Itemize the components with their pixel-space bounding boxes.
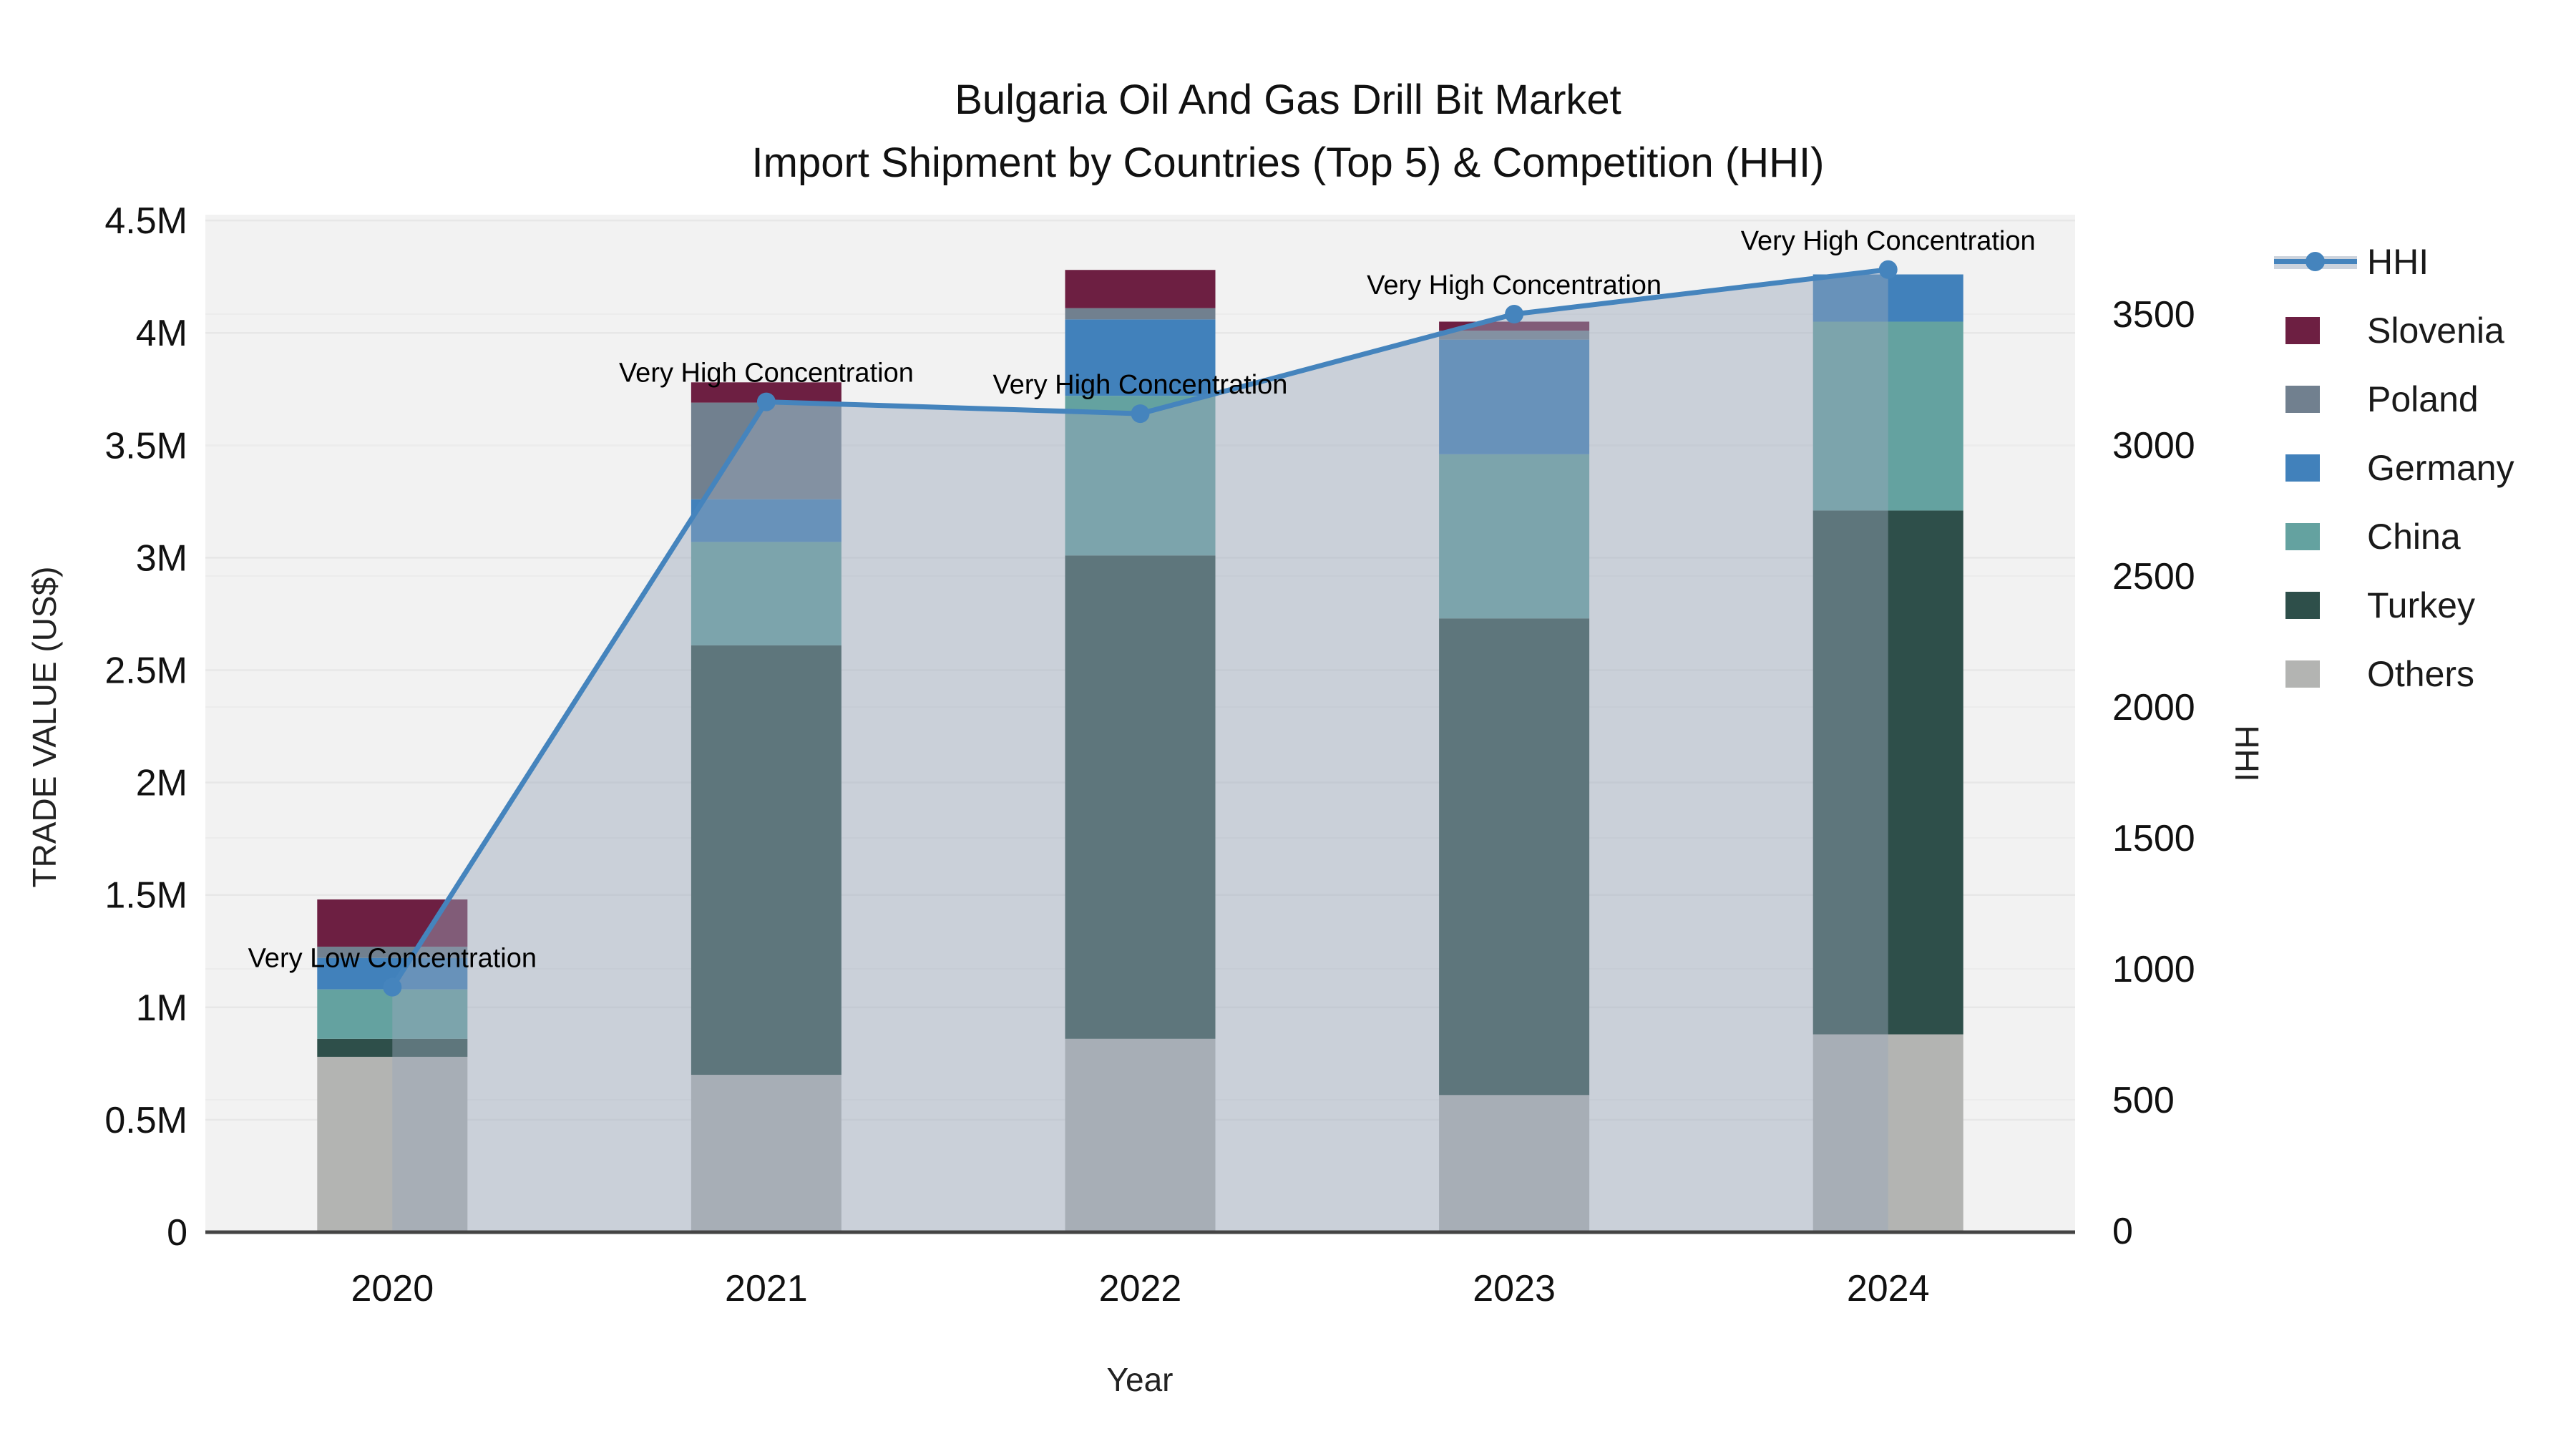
annotation-2023: Very High Concentration — [1367, 270, 1662, 301]
legend-swatch-icon — [2274, 519, 2361, 554]
annotation-2020: Very Low Concentration — [248, 944, 537, 974]
legend-label: Slovenia — [2367, 311, 2504, 351]
hhi-point-2022 — [1131, 404, 1150, 424]
y-right-tick-3000: 3000 — [2112, 425, 2195, 467]
legend-swatch-icon — [2274, 657, 2361, 691]
chart-title: Bulgaria Oil And Gas Drill Bit Market Im… — [0, 69, 2576, 195]
y-right-tick-2000: 2000 — [2112, 687, 2195, 728]
bar-segment-china-2020 — [317, 989, 468, 1039]
hhi-line-icon — [2274, 245, 2361, 279]
y-left-tick-0.5M: 0.5M — [104, 1100, 187, 1141]
x-tick-2022: 2022 — [1099, 1268, 1182, 1309]
hhi-area-fill — [392, 269, 1888, 1232]
legend-item-turkey[interactable]: Turkey — [2274, 571, 2514, 640]
y-right-tick-0: 0 — [2112, 1211, 2133, 1252]
bar-segment-turkey-2024 — [1813, 510, 1963, 1035]
legend-label: Turkey — [2367, 585, 2475, 625]
y-left-tick-1M: 1M — [136, 987, 187, 1029]
y-left-tick-4.5M: 4.5M — [104, 200, 187, 242]
bar-segment-others-2022 — [1065, 1038, 1216, 1232]
legend: HHI Slovenia Poland Germany China Turkey Other… — [2274, 228, 2514, 708]
y-axis-left-title: TRADE VALUE (US$) — [26, 566, 63, 888]
legend-item-china[interactable]: China — [2274, 502, 2514, 571]
x-tick-2021: 2021 — [725, 1268, 808, 1309]
bar-segment-others-2023 — [1439, 1095, 1590, 1232]
legend-swatch-icon — [2274, 382, 2361, 416]
bar-segment-germany-2021 — [691, 499, 841, 542]
bar-segment-germany-2022 — [1065, 319, 1216, 396]
legend-item-germany[interactable]: Germany — [2274, 434, 2514, 502]
bar-segment-others-2021 — [691, 1075, 841, 1232]
bar-segment-others-2020 — [317, 1056, 468, 1232]
y-left-tick-2.5M: 2.5M — [104, 650, 187, 692]
legend-swatch-icon — [2274, 451, 2361, 485]
legend-swatch-icon — [2274, 313, 2361, 348]
bar-segment-germany-2024 — [1813, 274, 1963, 322]
y-left-tick-2M: 2M — [136, 763, 187, 804]
bar-segment-turkey-2020 — [317, 1038, 468, 1057]
y-right-tick-2500: 2500 — [2112, 556, 2195, 597]
y-right-tick-500: 500 — [2112, 1080, 2175, 1121]
x-tick-2023: 2023 — [1473, 1268, 1556, 1309]
chart-title-line1: Bulgaria Oil And Gas Drill Bit Market — [955, 77, 1621, 123]
bar-segment-slovenia-2022 — [1065, 270, 1216, 308]
y-right-tick-1000: 1000 — [2112, 949, 2195, 990]
bar-segment-turkey-2022 — [1065, 555, 1216, 1039]
y-left-tick-3.5M: 3.5M — [104, 425, 187, 467]
y-left-tick-1.5M: 1.5M — [104, 875, 187, 917]
legend-item-others[interactable]: Others — [2274, 640, 2514, 708]
legend-item-poland[interactable]: Poland — [2274, 365, 2514, 434]
legend-label: Germany — [2367, 448, 2514, 488]
y-right-tick-3500: 3500 — [2112, 294, 2195, 336]
y-right-tick-1500: 1500 — [2112, 818, 2195, 859]
bar-segment-turkey-2023 — [1439, 618, 1590, 1096]
legend-label: Others — [2367, 654, 2475, 694]
y-axis-right-title: HHI — [2228, 725, 2265, 782]
y-left-tick-4M: 4M — [136, 313, 187, 354]
bar-segment-china-2024 — [1813, 321, 1963, 511]
bar-segment-others-2024 — [1813, 1034, 1963, 1232]
bar-segment-poland-2022 — [1065, 308, 1216, 320]
annotation-2022: Very High Concentration — [993, 370, 1288, 400]
hhi-point-2023 — [1505, 305, 1524, 323]
bar-segment-poland-2020 — [317, 946, 468, 958]
bar-segment-poland-2023 — [1439, 331, 1590, 340]
legend-label: Poland — [2367, 379, 2479, 419]
x-tick-2024: 2024 — [1847, 1268, 1930, 1309]
annotation-2021: Very High Concentration — [619, 358, 914, 389]
hhi-point-2020 — [383, 977, 402, 997]
legend-label: China — [2367, 517, 2461, 557]
bar-segment-china-2023 — [1439, 454, 1590, 619]
legend-swatch-icon — [2274, 588, 2361, 623]
bar-segment-turkey-2021 — [691, 645, 841, 1075]
y-left-tick-0: 0 — [167, 1212, 187, 1254]
chart-title-line2: Import Shipment by Countries (Top 5) & C… — [751, 140, 1825, 186]
bar-segment-china-2021 — [691, 542, 841, 645]
stacked-bars — [317, 270, 1963, 1232]
legend-item-slovenia[interactable]: Slovenia — [2274, 296, 2514, 365]
bar-segment-germany-2023 — [1439, 339, 1590, 454]
annotation-2024: Very High Concentration — [1741, 226, 2036, 256]
legend-label: HHI — [2367, 242, 2429, 282]
y-left-tick-3M: 3M — [136, 537, 187, 579]
hhi-point-2021 — [756, 392, 776, 411]
x-tick-2020: 2020 — [351, 1268, 434, 1309]
x-axis-title: Year — [1106, 1361, 1174, 1398]
hhi-point-2024 — [1878, 260, 1898, 279]
legend-item-hhi[interactable]: HHI — [2274, 228, 2514, 296]
